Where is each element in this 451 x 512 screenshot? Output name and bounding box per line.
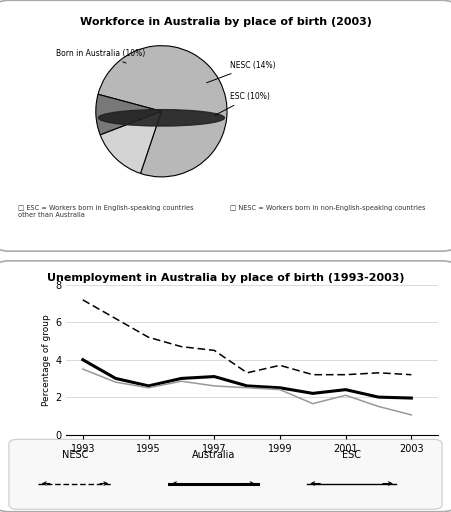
Text: Unemployment in Australia by place of birth (1993-2003): Unemployment in Australia by place of bi… [47, 273, 404, 283]
Text: Workforce in Australia by place of birth (2003): Workforce in Australia by place of birth… [79, 17, 372, 27]
Text: □ NESC = Workers born in non-English-speaking countries: □ NESC = Workers born in non-English-spe… [230, 205, 425, 211]
Text: □ ESC = Workers born in English-speaking countries
other than Australia: □ ESC = Workers born in English-speaking… [18, 205, 193, 218]
FancyBboxPatch shape [9, 439, 442, 509]
FancyBboxPatch shape [0, 261, 451, 511]
FancyBboxPatch shape [0, 1, 451, 251]
